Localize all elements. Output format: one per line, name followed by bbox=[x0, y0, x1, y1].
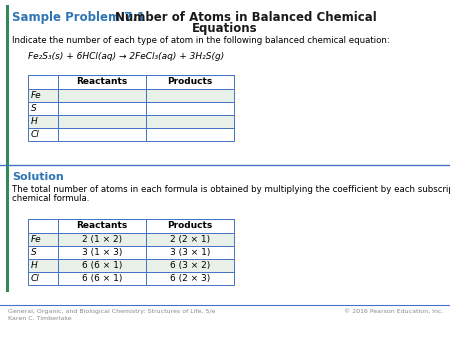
Bar bbox=[58, 115, 146, 128]
Text: Fe: Fe bbox=[31, 235, 41, 244]
Text: S: S bbox=[31, 248, 37, 257]
Text: 2 (2 × 1): 2 (2 × 1) bbox=[170, 235, 210, 244]
Bar bbox=[28, 259, 58, 272]
Text: Karen C. Timberlake: Karen C. Timberlake bbox=[8, 316, 72, 321]
Bar bbox=[6, 5, 9, 292]
Text: chemical formula.: chemical formula. bbox=[12, 194, 90, 203]
Bar bbox=[146, 75, 234, 89]
Text: S: S bbox=[31, 104, 37, 113]
Bar bbox=[58, 89, 146, 102]
Bar bbox=[58, 272, 146, 285]
Bar bbox=[146, 246, 234, 259]
Bar bbox=[28, 246, 58, 259]
Bar bbox=[28, 272, 58, 285]
Bar bbox=[28, 75, 234, 89]
Bar bbox=[58, 128, 146, 141]
Text: 6 (6 × 1): 6 (6 × 1) bbox=[82, 274, 122, 283]
Text: Number of Atoms in Balanced Chemical: Number of Atoms in Balanced Chemical bbox=[115, 11, 377, 24]
Text: The total number of atoms in each formula is obtained by multiplying the coeffic: The total number of atoms in each formul… bbox=[12, 185, 450, 194]
Bar bbox=[58, 102, 146, 115]
Text: Reactants: Reactants bbox=[76, 221, 128, 231]
Bar bbox=[28, 219, 58, 233]
Bar bbox=[58, 219, 146, 233]
Text: Indicate the number of each type of atom in the following balanced chemical equa: Indicate the number of each type of atom… bbox=[12, 36, 390, 45]
Bar bbox=[146, 219, 234, 233]
Bar bbox=[28, 219, 234, 233]
Bar bbox=[58, 233, 146, 246]
Text: 2 (1 × 2): 2 (1 × 2) bbox=[82, 235, 122, 244]
Text: Fe: Fe bbox=[31, 91, 41, 100]
Text: 6 (2 × 3): 6 (2 × 3) bbox=[170, 274, 210, 283]
Text: Cl: Cl bbox=[31, 274, 40, 283]
Text: H: H bbox=[31, 261, 38, 270]
Bar bbox=[28, 115, 58, 128]
Bar bbox=[28, 128, 58, 141]
Text: 6 (3 × 2): 6 (3 × 2) bbox=[170, 261, 210, 270]
Text: Equations: Equations bbox=[192, 22, 258, 35]
Bar bbox=[146, 102, 234, 115]
Bar bbox=[146, 272, 234, 285]
Text: 6 (6 × 1): 6 (6 × 1) bbox=[82, 261, 122, 270]
Bar bbox=[146, 259, 234, 272]
Text: 3 (1 × 3): 3 (1 × 3) bbox=[82, 248, 122, 257]
Text: Products: Products bbox=[167, 221, 212, 231]
Bar bbox=[28, 233, 58, 246]
Text: Cl: Cl bbox=[31, 130, 40, 139]
Text: Products: Products bbox=[167, 77, 212, 87]
Text: Reactants: Reactants bbox=[76, 77, 128, 87]
Bar bbox=[58, 259, 146, 272]
Bar bbox=[146, 115, 234, 128]
Bar bbox=[146, 89, 234, 102]
Bar bbox=[28, 75, 58, 89]
Text: Sample Problem 7.1: Sample Problem 7.1 bbox=[12, 11, 145, 24]
Text: Fe₂S₃(s) + 6HCl(aq) → 2FeCl₃(aq) + 3H₂S(g): Fe₂S₃(s) + 6HCl(aq) → 2FeCl₃(aq) + 3H₂S(… bbox=[28, 52, 224, 61]
Bar bbox=[28, 89, 58, 102]
Text: General, Organic, and Biological Chemistry: Structures of Life, 5/e: General, Organic, and Biological Chemist… bbox=[8, 309, 216, 314]
Text: 3 (3 × 1): 3 (3 × 1) bbox=[170, 248, 210, 257]
Bar bbox=[146, 128, 234, 141]
Bar bbox=[58, 75, 146, 89]
Bar bbox=[146, 233, 234, 246]
Text: © 2016 Pearson Education, Inc.: © 2016 Pearson Education, Inc. bbox=[345, 309, 444, 314]
Bar bbox=[58, 246, 146, 259]
Text: H: H bbox=[31, 117, 38, 126]
Text: Solution: Solution bbox=[12, 172, 64, 182]
Bar bbox=[28, 102, 58, 115]
